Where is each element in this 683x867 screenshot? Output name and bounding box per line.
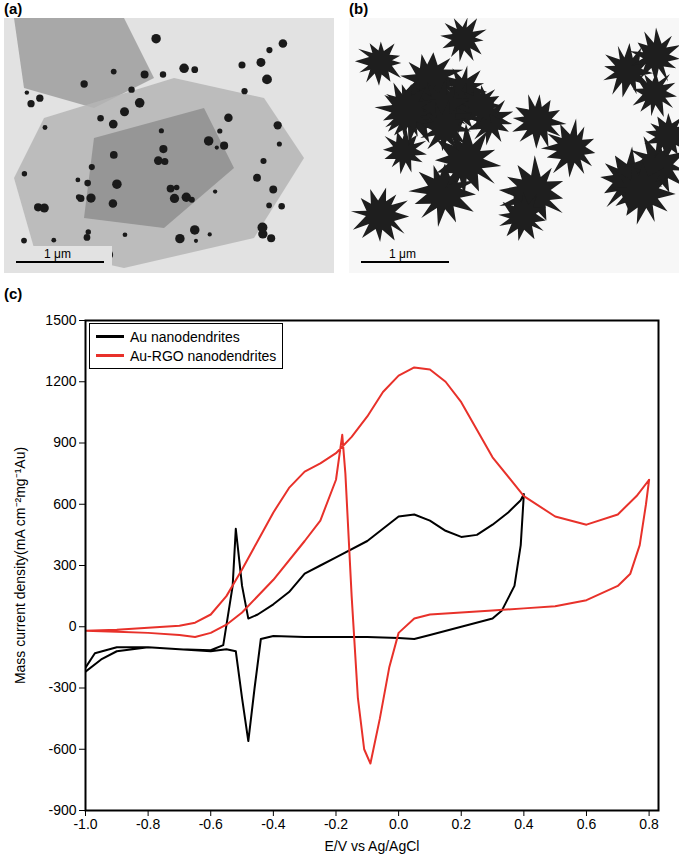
svg-text:-0.8: -0.8 [136,816,160,832]
svg-text:-900: -900 [48,802,76,818]
html-text:(c): (c) [4,285,23,302]
svg-text:0.8: 0.8 [639,816,659,832]
svg-text:E/V vs Ag/AgCl: E/V vs Ag/AgCl [325,838,420,854]
svg-text:-0.6: -0.6 [199,816,223,832]
svg-text:-0.2: -0.2 [324,816,348,832]
svg-text:-600: -600 [48,741,76,757]
svg-text:1500: 1500 [45,312,76,328]
html-text:Au nanodendrites: Au nanodendrites [130,328,240,345]
svg-text:-1.0: -1.0 [73,816,97,832]
svg-text:Mass current density(mA cm⁻²mg: Mass current density(mA cm⁻²mg⁻¹Au) [12,447,28,684]
svg-text:600: 600 [53,496,77,512]
svg-text:0.4: 0.4 [514,816,534,832]
svg-text:1 μm: 1 μm [44,247,71,261]
html-text:Au-RGO nanodendrites: Au-RGO nanodendrites [130,347,277,364]
svg-text:0.6: 0.6 [577,816,597,832]
svg-text:0.0: 0.0 [389,816,409,832]
svg-text:300: 300 [53,557,77,573]
svg-text:1200: 1200 [45,373,76,389]
html-text:(a): (a) [4,0,23,17]
html-text:(b): (b) [349,0,369,17]
svg-text:1 μm: 1 μm [389,247,416,261]
svg-text:0: 0 [69,618,77,634]
svg-text:-0.4: -0.4 [261,816,285,832]
svg-text:-300: -300 [48,679,76,695]
svg-text:0.2: 0.2 [452,816,472,832]
svg-text:900: 900 [53,434,77,450]
